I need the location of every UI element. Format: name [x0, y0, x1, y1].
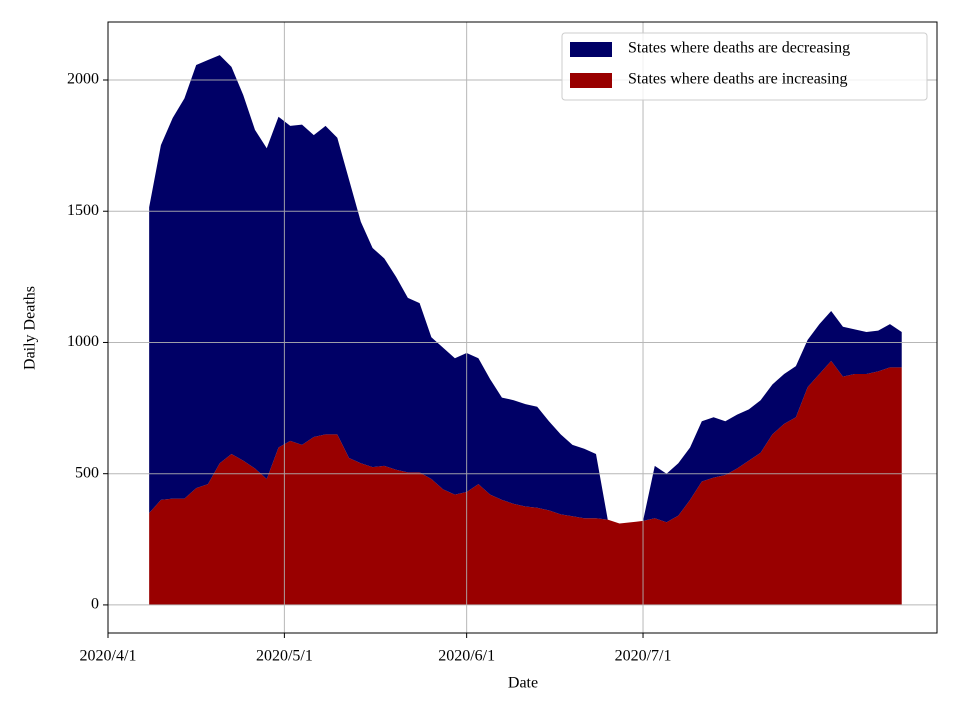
y-tick-label: 0: [91, 596, 99, 613]
y-tick-label: 500: [75, 464, 99, 481]
y-axis-label: Daily Deaths: [22, 286, 39, 370]
grid: [107, 22, 937, 633]
area: [149, 360, 902, 605]
areas: [149, 55, 902, 605]
x-axis-label: Date: [508, 675, 538, 692]
area: [149, 55, 902, 524]
legend-swatch: [570, 42, 612, 57]
y-tick-label: 1500: [67, 202, 99, 219]
y-tick-label: 2000: [67, 71, 99, 88]
plot-frame: [107, 21, 938, 634]
legend-box: [561, 32, 928, 101]
legend-label: States where deaths are increasing: [628, 71, 847, 88]
x-tick-label: 2020/4/1: [80, 648, 137, 665]
legend-label: States where deaths are decreasing: [628, 40, 850, 57]
legend-swatch: [570, 73, 612, 88]
x-tick-label: 2020/5/1: [256, 648, 313, 665]
x-tick-label: 2020/7/1: [615, 648, 672, 665]
legend: States where deaths are decreasing States…: [561, 32, 928, 101]
x-tick-label: 2020/6/1: [438, 648, 495, 665]
y-tick-label: 1000: [67, 333, 99, 350]
